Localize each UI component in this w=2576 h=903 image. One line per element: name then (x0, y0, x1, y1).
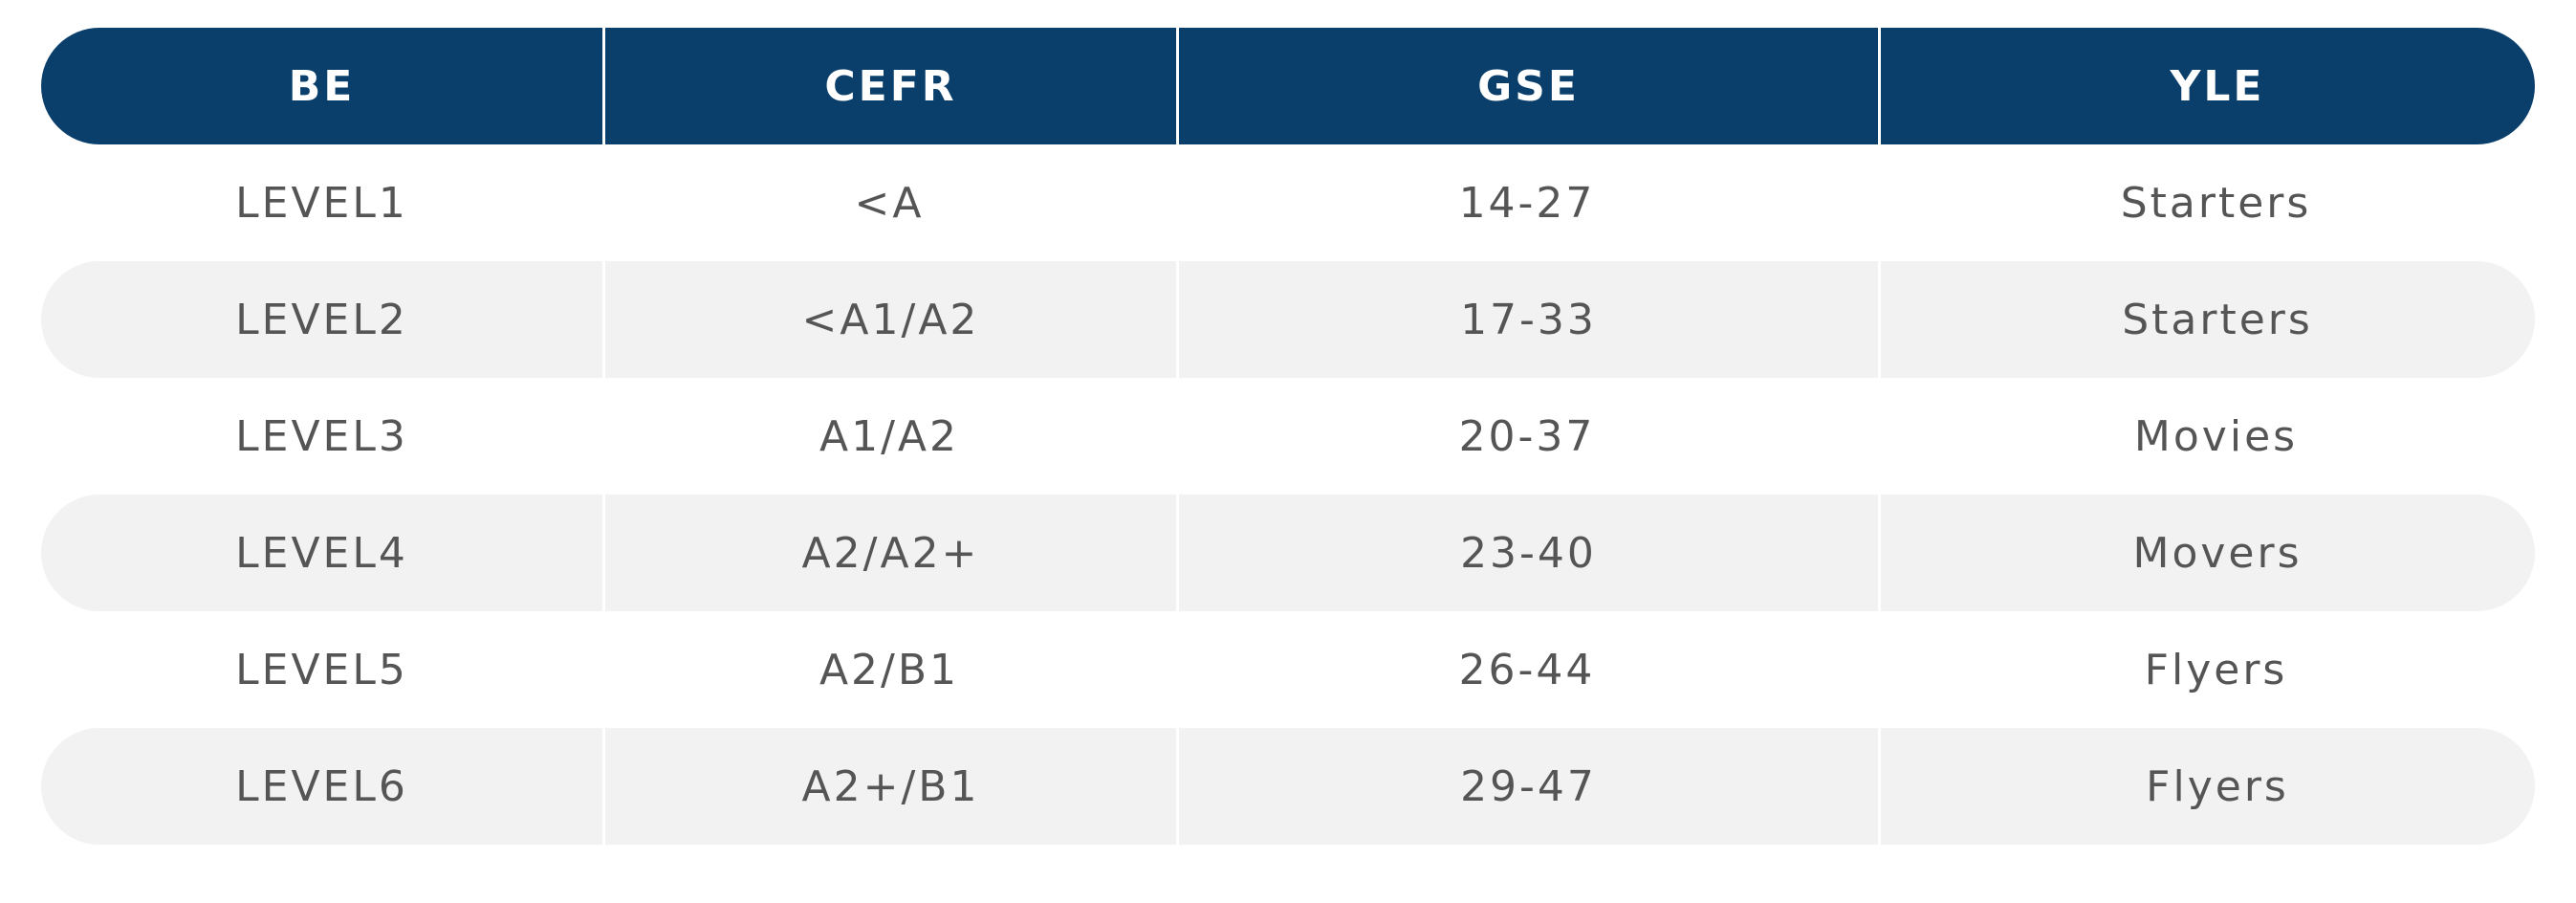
table-header-row: BE CEFR GSE YLE (41, 28, 2535, 144)
cell-cefr: <A1/A2 (602, 261, 1176, 378)
cell-gse: 26-44 (1458, 645, 1596, 694)
cell-cefr: A2+/B1 (602, 728, 1176, 845)
table-row: LEVEL3 A1/A2 20-37 Movies (41, 378, 2535, 495)
table-row: LEVEL5 A2/B1 26-44 Flyers (41, 611, 2535, 728)
cell-be: LEVEL6 (235, 761, 408, 811)
column-header-cefr: CEFR (602, 28, 1176, 144)
cell-gse: 20-37 (1458, 411, 1596, 461)
table-row: LEVEL6 A2+/B1 29-47 Flyers (41, 728, 2535, 845)
cell-gse: 17-33 (1176, 261, 1878, 378)
cell-yle: Movers (1878, 495, 2535, 611)
cell-cefr: A1/A2 (819, 411, 959, 461)
table-row: LEVEL2 <A1/A2 17-33 Starters (41, 261, 2535, 378)
cell-be: LEVEL2 (235, 295, 408, 344)
cell-be: LEVEL5 (235, 645, 408, 694)
table-row: LEVEL1 <A 14-27 Starters (41, 144, 2535, 261)
level-comparison-table: BE CEFR GSE YLE LEVEL1 <A 14-27 Starters… (41, 28, 2535, 845)
cell-gse: 29-47 (1176, 728, 1878, 845)
column-header-gse: GSE (1176, 28, 1878, 144)
cell-cefr: <A (854, 178, 925, 228)
cell-be: LEVEL3 (235, 411, 408, 461)
cell-gse: 14-27 (1458, 178, 1596, 228)
cell-yle: Flyers (1878, 728, 2535, 845)
cell-cefr: A2/B1 (819, 645, 960, 694)
column-header-yle: YLE (1878, 28, 2535, 144)
cell-yle: Movies (2133, 411, 2299, 461)
cell-cefr: A2/A2+ (602, 495, 1176, 611)
cell-be: LEVEL1 (235, 178, 408, 228)
cell-be: LEVEL4 (235, 528, 408, 578)
cell-yle: Flyers (2144, 645, 2288, 694)
cell-yle: Starters (1878, 261, 2535, 378)
cell-yle: Starters (2120, 178, 2312, 228)
table-row: LEVEL4 A2/A2+ 23-40 Movers (41, 495, 2535, 611)
column-header-be: BE (288, 61, 356, 111)
cell-gse: 23-40 (1176, 495, 1878, 611)
